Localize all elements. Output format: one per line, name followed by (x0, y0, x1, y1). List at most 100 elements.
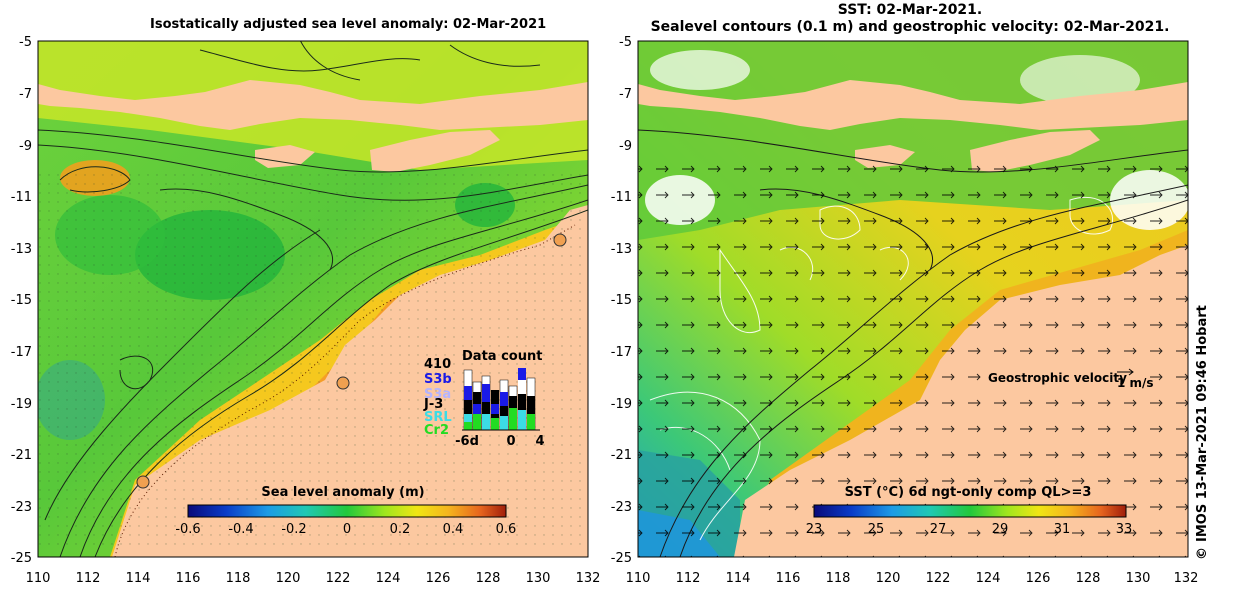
data-count-xtick: -6d (455, 434, 479, 449)
y-tick: -5 (19, 35, 32, 50)
y-tick: -25 (11, 551, 32, 566)
cb-tick: 0 (343, 522, 351, 537)
x-tick: 112 (76, 571, 101, 586)
y-tick: -21 (11, 448, 32, 463)
sla-track-dots (38, 170, 588, 550)
cb-tick: -0.6 (175, 522, 200, 537)
cb-tick: 29 (992, 522, 1009, 537)
sst-map-panel: SST: 02-Mar-2021. Sealevel contours (0.1… (611, 2, 1199, 586)
cb-tick: 0.6 (496, 522, 517, 537)
sla-colorbar-gradient (187, 504, 507, 518)
sst-colorbar: SST (°C) 6d ngt-only comp QL>=3 23 25 27… (806, 485, 1133, 537)
geostrophic-velocity-arrows (638, 150, 1188, 557)
sla-map-title: Isostatically adjusted sea level anomaly… (150, 17, 546, 32)
mission-label-cr2: Cr2 (424, 423, 449, 438)
x-tick: 112 (676, 571, 701, 586)
sla-map-frame (37, 40, 589, 558)
velocity-scale-label: 1 m/s (1117, 376, 1154, 390)
y-tick: -9 (19, 139, 32, 154)
x-tick: 118 (826, 571, 851, 586)
velocity-legend-label: Geostrophic velocity (988, 371, 1127, 385)
indonesia-land (38, 80, 588, 130)
credit-copyright-icon: © (1195, 547, 1210, 560)
mission-label-s3b: S3b (424, 372, 452, 387)
velocity-legend: Geostrophic velocity 1 m/s (986, 366, 1154, 390)
y-tick: -15 (611, 293, 632, 308)
sumba-land (255, 145, 315, 168)
x-tick: 118 (226, 571, 251, 586)
y-tick: -13 (11, 242, 32, 257)
x-tick: 128 (476, 571, 501, 586)
data-count-bars (462, 368, 540, 431)
sst-x-axis: 110 112 114 116 118 120 122 124 126 128 … (626, 571, 1199, 586)
x-tick: 122 (926, 571, 951, 586)
y-tick: -11 (11, 190, 32, 205)
x-tick: 116 (176, 571, 201, 586)
timor-land (370, 130, 500, 172)
mission-label-j3: J-3 (423, 397, 443, 412)
tide-gauge-marker (336, 376, 350, 390)
indonesia-land (638, 80, 1188, 130)
y-tick: -19 (11, 397, 32, 412)
mission-label-srl: SRL (424, 410, 452, 425)
cloud-mask (650, 50, 750, 90)
x-tick: 126 (426, 571, 451, 586)
y-tick: -11 (611, 190, 632, 205)
y-tick: -5 (619, 35, 632, 50)
x-tick: 128 (1076, 571, 1101, 586)
sla-y-axis: -5 -7 -9 -11 -13 -15 -17 -19 -21 -23 -25 (11, 35, 32, 566)
cb-tick: 31 (1054, 522, 1071, 537)
x-tick: 110 (26, 571, 51, 586)
data-count-inset: Data count 410 S3b S3a J-3 SRL Cr2 (423, 349, 545, 449)
x-tick: 130 (526, 571, 551, 586)
y-tick: -21 (611, 448, 632, 463)
y-tick: -7 (19, 87, 32, 102)
cb-tick: -0.4 (228, 522, 253, 537)
x-tick: 132 (576, 571, 601, 586)
y-tick: -17 (11, 345, 32, 360)
data-count-xtick: 0 (506, 434, 515, 449)
sst-y-axis: -5 -7 -9 -11 -13 -15 -17 -19 -21 -23 -25 (611, 35, 632, 566)
y-tick: -9 (619, 139, 632, 154)
data-count-xtick: 4 (535, 434, 544, 449)
x-tick: 116 (776, 571, 801, 586)
x-tick: 124 (976, 571, 1001, 586)
y-tick: -17 (611, 345, 632, 360)
y-tick: -25 (611, 551, 632, 566)
y-tick: -13 (611, 242, 632, 257)
cb-tick: 33 (1116, 522, 1133, 537)
sla-colorbar: Sea level anomaly (m) -0.6 -0.4 -0.2 0 0… (175, 485, 516, 537)
x-tick: 120 (276, 571, 301, 586)
x-tick: 110 (626, 571, 651, 586)
credit-text: IMOS 13-Mar-2021 09:46 Hobart (1195, 305, 1210, 542)
sst-map-title-line1: SST: 02-Mar-2021. (838, 2, 982, 18)
cb-tick: 0.2 (390, 522, 411, 537)
y-tick: -23 (11, 500, 32, 515)
y-tick: -23 (611, 500, 632, 515)
sst-colorbar-label: SST (°C) 6d ngt-only comp QL>=3 (845, 485, 1092, 500)
cb-tick: 27 (930, 522, 947, 537)
sla-colorbar-label: Sea level anomaly (m) (261, 485, 424, 500)
sst-map-title-line2: Sealevel contours (0.1 m) and geostrophi… (651, 19, 1170, 35)
x-tick: 122 (326, 571, 351, 586)
tide-gauge-marker (136, 475, 150, 489)
cb-tick: -0.2 (281, 522, 306, 537)
velocity-scale-arrow (1117, 368, 1134, 376)
mission-label-s3a: S3a (424, 387, 451, 402)
data-count-title: Data count (462, 349, 542, 364)
y-tick: -15 (11, 293, 32, 308)
cb-tick: 0.4 (443, 522, 464, 537)
x-tick: 130 (1126, 571, 1151, 586)
x-tick: 124 (376, 571, 401, 586)
data-count-total: 410 (424, 357, 451, 372)
sla-x-axis: 110 112 114 116 118 120 122 124 126 128 … (26, 571, 601, 586)
cb-tick: 25 (868, 522, 885, 537)
y-tick: -19 (611, 397, 632, 412)
y-tick: -7 (619, 87, 632, 102)
x-tick: 120 (876, 571, 901, 586)
sst-map-frame (637, 40, 1189, 558)
x-tick: 132 (1174, 571, 1199, 586)
x-tick: 114 (126, 571, 151, 586)
x-tick: 126 (1026, 571, 1051, 586)
